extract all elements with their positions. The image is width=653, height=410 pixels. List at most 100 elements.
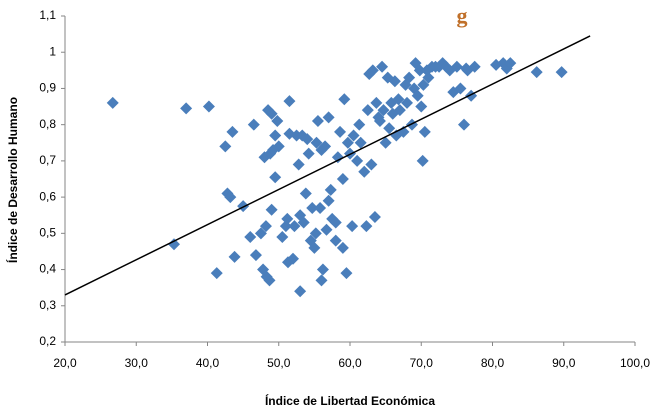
- point: [415, 100, 428, 113]
- point: [306, 201, 319, 214]
- point: [377, 104, 390, 117]
- point: [450, 60, 463, 73]
- y-tick-label: 0,5: [39, 226, 56, 240]
- point: [465, 89, 478, 102]
- point: [302, 147, 315, 160]
- point: [341, 136, 354, 149]
- point: [228, 250, 241, 263]
- point: [358, 165, 371, 178]
- trendline: [64, 35, 591, 296]
- point: [555, 66, 568, 79]
- point: [294, 285, 307, 298]
- point: [299, 187, 312, 200]
- point: [272, 140, 285, 153]
- point: [224, 191, 237, 204]
- x-tick-label: 60,0: [338, 356, 362, 370]
- point: [320, 223, 333, 236]
- point: [360, 220, 373, 233]
- point: [202, 100, 215, 113]
- point: [418, 125, 431, 138]
- point: [301, 133, 314, 146]
- point: [180, 102, 193, 115]
- x-tick-label: 40,0: [196, 356, 220, 370]
- point: [265, 203, 278, 216]
- point: [370, 96, 383, 109]
- point: [288, 220, 301, 233]
- point: [281, 212, 294, 225]
- point: [340, 267, 353, 280]
- point: [336, 241, 349, 254]
- point: [308, 241, 321, 254]
- point: [413, 64, 426, 77]
- point: [454, 82, 467, 95]
- point: [334, 125, 347, 138]
- point: [331, 151, 344, 164]
- point: [336, 173, 349, 185]
- point: [458, 118, 470, 131]
- point: [324, 183, 337, 196]
- point: [263, 274, 276, 287]
- point: [276, 230, 289, 243]
- point: [237, 200, 250, 213]
- point: [351, 154, 364, 167]
- point: [373, 115, 386, 128]
- point: [254, 227, 267, 240]
- point: [383, 122, 396, 135]
- point: [283, 95, 296, 108]
- point: [269, 171, 282, 184]
- x-tick-label: 30,0: [125, 356, 149, 370]
- x-tick-label: 80,0: [481, 356, 505, 370]
- point: [244, 230, 257, 243]
- point: [329, 216, 342, 229]
- point: [287, 252, 299, 265]
- point: [259, 220, 272, 233]
- point: [346, 220, 359, 233]
- x-tick-label: 100,0: [620, 356, 650, 370]
- point: [365, 158, 378, 171]
- point: [322, 194, 335, 207]
- point: [388, 75, 401, 88]
- y-tick-label: 0,7: [39, 153, 56, 167]
- x-tick-label: 20,0: [53, 356, 77, 370]
- y-tick-label: 1: [49, 44, 56, 58]
- point: [416, 154, 429, 167]
- point: [353, 118, 366, 131]
- x-tick-label: 50,0: [267, 356, 291, 370]
- point: [269, 129, 282, 142]
- y-tick-label: 0,9: [39, 81, 56, 95]
- point: [106, 96, 119, 109]
- point: [315, 274, 328, 287]
- point: [311, 115, 324, 128]
- x-tick-label: 70,0: [410, 356, 434, 370]
- point: [309, 227, 322, 240]
- point: [405, 118, 418, 131]
- point: [366, 64, 379, 77]
- point: [368, 211, 381, 224]
- point: [249, 249, 262, 262]
- point: [265, 107, 278, 120]
- point: [297, 216, 310, 229]
- point: [314, 201, 327, 214]
- y-tick-label: 0,4: [39, 262, 56, 276]
- point: [392, 93, 405, 106]
- y-tick-label: 0,6: [39, 189, 56, 203]
- point: [411, 89, 424, 102]
- point: [168, 238, 181, 251]
- point: [417, 78, 430, 91]
- point: [310, 136, 323, 149]
- point: [271, 115, 284, 128]
- y-axis-title: Índice de Desarrollo Humano: [5, 97, 20, 263]
- y-tick-label: 0,2: [39, 334, 56, 348]
- point: [316, 263, 329, 276]
- point: [354, 136, 367, 149]
- point: [504, 57, 517, 70]
- point: [376, 60, 389, 73]
- point: [292, 158, 305, 171]
- point: [379, 136, 392, 149]
- point: [329, 234, 342, 247]
- point: [403, 71, 416, 84]
- point: [401, 96, 413, 109]
- point: [468, 60, 481, 73]
